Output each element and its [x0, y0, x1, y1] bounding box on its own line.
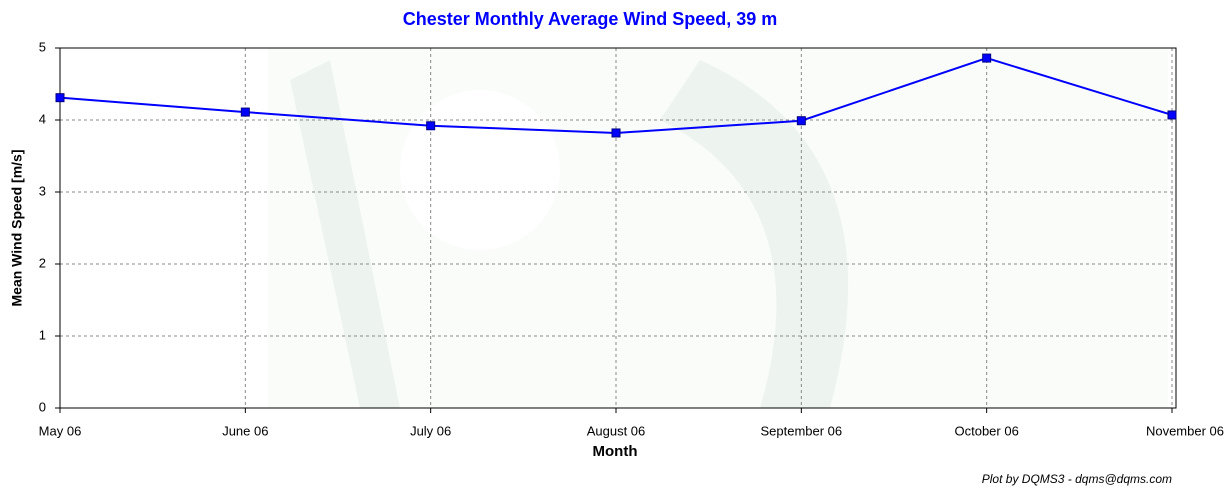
y-tick-label: 5 — [39, 39, 46, 54]
footer: Plot by DQMS3 - dqms@dqms.com — [982, 472, 1172, 486]
y-tick-label: 4 — [39, 111, 46, 126]
point — [241, 108, 249, 116]
x-tick-label: May 06 — [39, 423, 82, 438]
point — [56, 94, 64, 102]
chart-title: Chester Monthly Average Wind Speed, 39 m — [403, 9, 778, 29]
y-tick-label: 1 — [39, 327, 46, 342]
y-tick-label: 3 — [39, 183, 46, 198]
point — [1168, 111, 1176, 119]
watermark — [268, 48, 1168, 408]
x-tick-label: August 06 — [587, 423, 646, 438]
x-tick-label: September 06 — [760, 423, 842, 438]
x-tick-label: October 06 — [955, 423, 1019, 438]
y-axis-label: Mean Wind Speed [m/s] — [9, 149, 25, 306]
x-tick-label: November 06 — [1146, 423, 1224, 438]
chart: Chester Monthly Average Wind Speed, 39 m… — [0, 0, 1226, 496]
x-tick-label: June 06 — [222, 423, 268, 438]
point — [983, 54, 991, 62]
x-tick-label: July 06 — [410, 423, 451, 438]
point — [612, 129, 620, 137]
point — [427, 122, 435, 130]
x-axis-label: Month — [593, 443, 638, 460]
point — [797, 117, 805, 125]
y-tick-label: 0 — [39, 399, 46, 414]
y-tick-label: 2 — [39, 255, 46, 270]
